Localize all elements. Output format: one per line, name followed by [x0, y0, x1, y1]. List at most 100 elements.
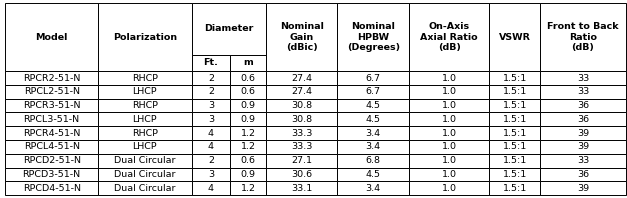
Bar	[98, 154, 191, 168]
Bar	[489, 71, 540, 85]
Bar	[489, 112, 540, 126]
Bar	[266, 181, 337, 195]
Text: 1.2: 1.2	[241, 184, 256, 193]
Text: 3: 3	[208, 115, 214, 124]
Bar	[337, 85, 409, 99]
Text: RPCL3-51-N: RPCL3-51-N	[24, 115, 80, 124]
Bar	[230, 71, 266, 85]
Bar	[489, 126, 540, 140]
Text: 1.5:1: 1.5:1	[502, 129, 527, 138]
Bar	[540, 99, 626, 112]
Text: 27.1: 27.1	[291, 156, 312, 165]
Text: 2: 2	[208, 156, 214, 165]
Bar	[5, 71, 98, 85]
Text: 4: 4	[208, 142, 214, 151]
Text: 1.0: 1.0	[442, 170, 457, 179]
Bar	[409, 99, 489, 112]
Text: 1.0: 1.0	[442, 101, 457, 110]
Bar	[266, 126, 337, 140]
Text: RPCD2-51-N: RPCD2-51-N	[23, 156, 81, 165]
Bar	[98, 112, 191, 126]
Text: 2: 2	[208, 73, 214, 83]
Bar	[409, 112, 489, 126]
Text: 1.5:1: 1.5:1	[502, 115, 527, 124]
Text: RPCD4-51-N: RPCD4-51-N	[23, 184, 81, 193]
Bar	[540, 126, 626, 140]
Bar	[409, 71, 489, 85]
Bar	[5, 126, 98, 140]
Text: 27.4: 27.4	[291, 87, 312, 96]
Text: 33.3: 33.3	[291, 142, 312, 151]
Bar	[191, 55, 230, 71]
Text: RPCR2-51-N: RPCR2-51-N	[23, 73, 80, 83]
Text: 1.5:1: 1.5:1	[502, 101, 527, 110]
Text: RHCP: RHCP	[132, 73, 158, 83]
Bar	[230, 168, 266, 181]
Bar	[489, 99, 540, 112]
Text: LHCP: LHCP	[132, 115, 157, 124]
Text: RPCR3-51-N: RPCR3-51-N	[23, 101, 80, 110]
Text: 6.8: 6.8	[366, 156, 381, 165]
Bar	[191, 154, 230, 168]
Bar	[191, 99, 230, 112]
Text: Diameter: Diameter	[204, 24, 253, 33]
Bar	[266, 112, 337, 126]
Text: 0.9: 0.9	[241, 170, 256, 179]
Bar	[266, 3, 337, 71]
Bar	[191, 140, 230, 154]
Bar	[540, 168, 626, 181]
Text: 39: 39	[577, 184, 589, 193]
Bar	[489, 154, 540, 168]
Text: 1.5:1: 1.5:1	[502, 73, 527, 83]
Text: Front to Back
Ratio
(dB): Front to Back Ratio (dB)	[547, 22, 619, 52]
Text: 36: 36	[577, 101, 589, 110]
Bar	[191, 181, 230, 195]
Text: 30.8: 30.8	[291, 101, 312, 110]
Bar	[230, 154, 266, 168]
Bar	[266, 71, 337, 85]
Text: Nominal
Gain
(dBic): Nominal Gain (dBic)	[280, 22, 324, 52]
Bar	[98, 71, 191, 85]
Bar	[266, 168, 337, 181]
Text: 6.7: 6.7	[366, 73, 381, 83]
Text: Ft.: Ft.	[204, 58, 218, 68]
Bar	[409, 85, 489, 99]
Text: 2: 2	[208, 87, 214, 96]
Bar	[489, 140, 540, 154]
Bar	[98, 99, 191, 112]
Text: 4.5: 4.5	[366, 115, 381, 124]
Text: 4.5: 4.5	[366, 170, 381, 179]
Text: RHCP: RHCP	[132, 101, 158, 110]
Bar	[266, 154, 337, 168]
Bar	[230, 126, 266, 140]
Text: 0.6: 0.6	[241, 156, 256, 165]
Text: 1.0: 1.0	[442, 115, 457, 124]
Bar	[191, 3, 266, 55]
Bar	[5, 99, 98, 112]
Text: 1.5:1: 1.5:1	[502, 142, 527, 151]
Bar	[266, 85, 337, 99]
Text: 3: 3	[208, 101, 214, 110]
Bar	[540, 154, 626, 168]
Text: RPCL4-51-N: RPCL4-51-N	[24, 142, 80, 151]
Text: 1.0: 1.0	[442, 129, 457, 138]
Bar	[266, 140, 337, 154]
Text: Dual Circular: Dual Circular	[114, 184, 176, 193]
Text: 39: 39	[577, 142, 589, 151]
Bar	[230, 55, 266, 71]
Bar	[191, 85, 230, 99]
Bar	[409, 181, 489, 195]
Text: 33: 33	[577, 156, 589, 165]
Text: 4: 4	[208, 184, 214, 193]
Bar	[5, 112, 98, 126]
Bar	[5, 140, 98, 154]
Bar	[230, 99, 266, 112]
Text: Nominal
HPBW
(Degrees): Nominal HPBW (Degrees)	[347, 22, 400, 52]
Text: 0.6: 0.6	[241, 87, 256, 96]
Bar	[540, 71, 626, 85]
Text: Dual Circular: Dual Circular	[114, 156, 176, 165]
Text: Dual Circular: Dual Circular	[114, 170, 176, 179]
Bar	[489, 3, 540, 71]
Text: 3: 3	[208, 170, 214, 179]
Bar	[409, 154, 489, 168]
